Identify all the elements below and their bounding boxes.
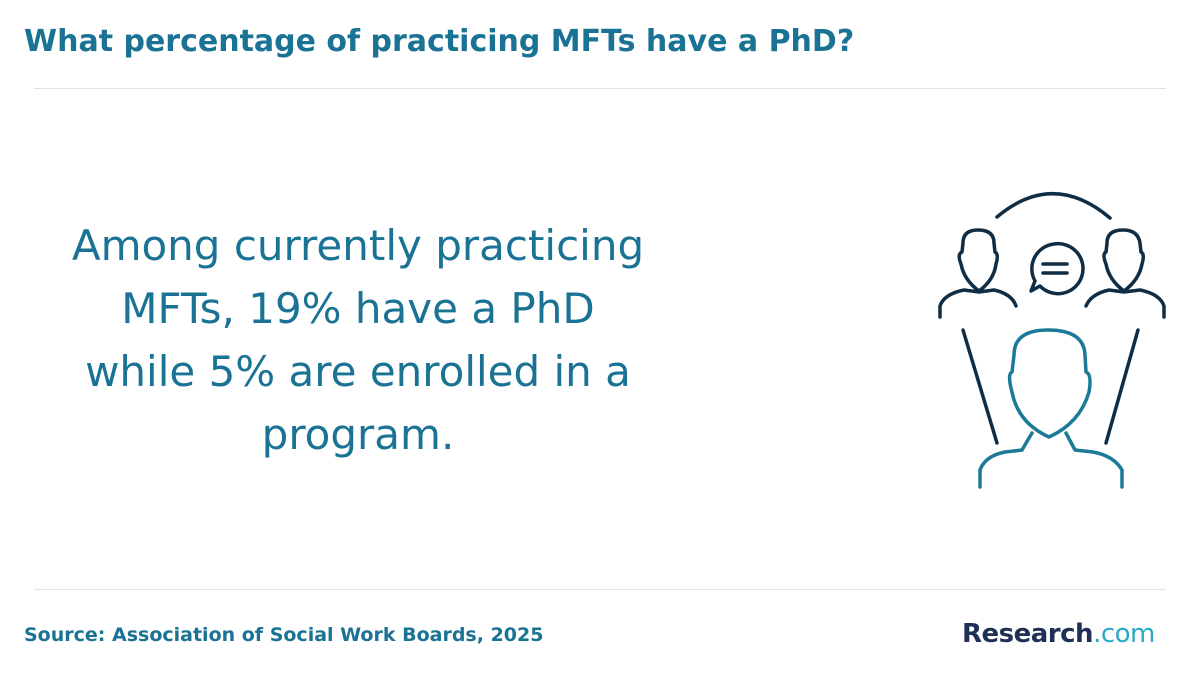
stat-text: Among currently practicing MFTs, 19% hav… <box>71 221 645 459</box>
logo: Research.com <box>962 619 1155 649</box>
divider <box>34 88 1166 89</box>
logo-brand: Research <box>962 619 1094 649</box>
divider <box>34 589 1166 590</box>
people-icon <box>938 192 1166 489</box>
source: Source: Association of Social Work Board… <box>24 624 544 646</box>
title: What percentage of practicing MFTs have … <box>24 24 855 59</box>
logo-suffix: .com <box>1093 619 1155 649</box>
